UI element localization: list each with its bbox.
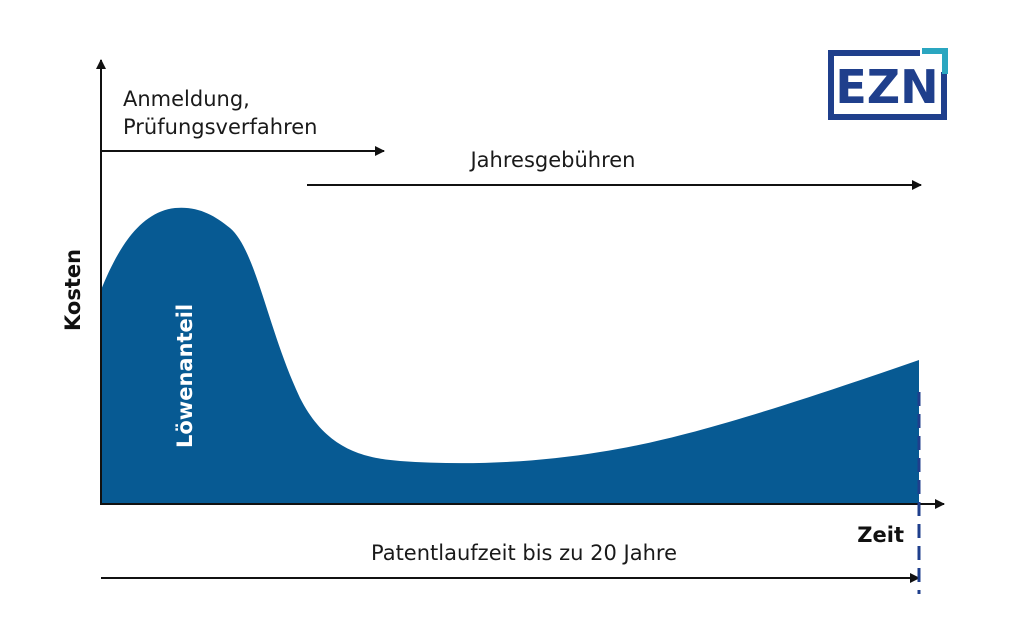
phase-1-label-line1: Anmeldung, xyxy=(123,87,250,111)
logo-text: EZN xyxy=(835,60,938,114)
y-axis-label: Kosten xyxy=(61,249,85,331)
area-label: Löwenanteil xyxy=(173,304,197,448)
term-label: Patentlaufzeit bis zu 20 Jahre xyxy=(371,541,677,565)
ezn-logo: EZN xyxy=(828,46,952,120)
x-axis-label: Zeit xyxy=(857,523,904,547)
phase-1-label-line2: Prüfungsverfahren xyxy=(123,115,317,139)
phase-2-label: Jahresgebühren xyxy=(468,148,635,172)
cost-area xyxy=(101,207,919,504)
logo-accent-corner xyxy=(922,48,948,74)
logo-frame xyxy=(828,50,947,120)
